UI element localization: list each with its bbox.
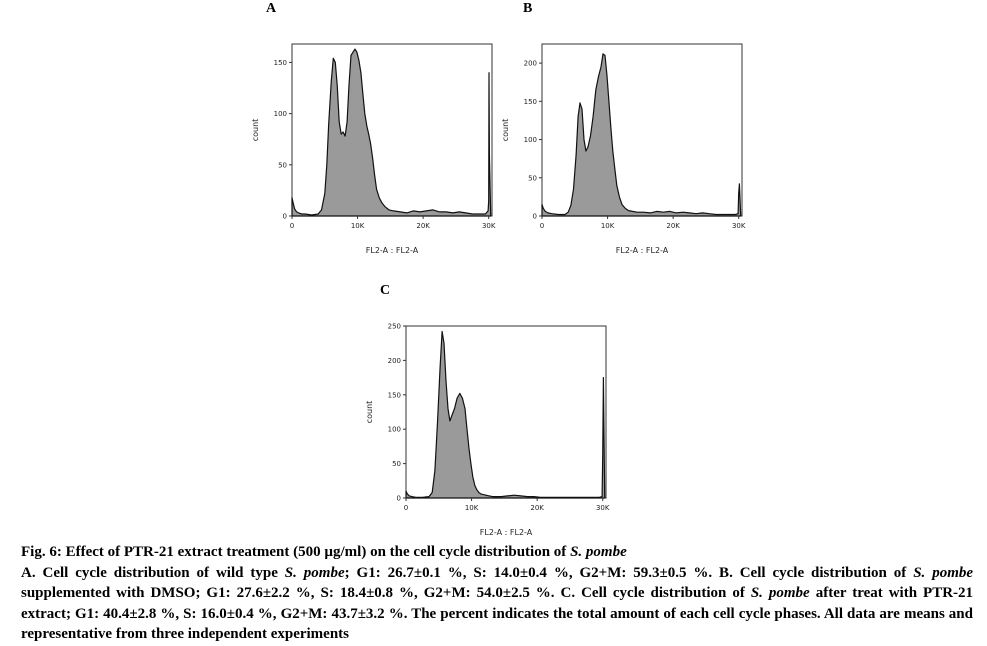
- panel-c-letter: C: [380, 283, 391, 298]
- histogram-area: [405, 330, 606, 499]
- caption-a-values: ; G1: 26.7±0.1 %, S: 14.0±0.4 %, G2+M: 5…: [344, 564, 907, 581]
- histogram-area: [541, 53, 742, 217]
- caption-title-line: Fig. 6: Effect of PTR-21 extract treatme…: [21, 542, 973, 563]
- y-tick-label: 250: [388, 323, 401, 331]
- y-tick-label: 50: [528, 174, 537, 182]
- figure-number: Fig. 6:: [21, 544, 62, 560]
- caption-c-species: S. pombe: [750, 585, 810, 602]
- y-tick-label: 0: [283, 213, 287, 221]
- panel-a-letter: A: [266, 1, 277, 16]
- x-tick-label: 30K: [732, 222, 746, 230]
- y-axis-title: count: [251, 119, 260, 142]
- y-tick-label: 100: [274, 110, 287, 118]
- y-tick-label: 150: [388, 391, 401, 399]
- caption-a-species: S. pombe: [284, 564, 345, 581]
- y-tick-label: 50: [278, 161, 287, 169]
- caption-a-lead: A. Cell cycle distribution of wild type: [21, 564, 278, 581]
- figure-title: Effect of PTR-21 extract treatment (500 …: [65, 544, 567, 560]
- caption-body: A. Cell cycle distribution of wild type …: [21, 563, 973, 645]
- figure-caption: Fig. 6: Effect of PTR-21 extract treatme…: [21, 542, 973, 645]
- panel-c: 0 10K 20K 30K 0 50 100 150 200 250 FL2-A : FL2-A co…: [354, 282, 614, 542]
- histogram-area: [291, 48, 492, 217]
- x-axis-title: FL2-A : FL2-A: [616, 246, 669, 255]
- y-tick-label: 0: [533, 213, 537, 221]
- y-axis-title: count: [501, 119, 510, 142]
- x-axis-title: FL2-A : FL2-A: [480, 528, 533, 537]
- y-tick-label: 150: [274, 59, 287, 67]
- y-tick-label: 200: [524, 60, 537, 68]
- plot-frame: [541, 43, 743, 217]
- x-tick-label: 0: [404, 504, 408, 512]
- panel-a-histogram: 0 10K 20K 30K 0 50 100 150 FL2-A : FL2-A count: [251, 43, 496, 255]
- x-tick-label: 0: [540, 222, 544, 230]
- panel-a: 0 10K 20K 30K 0 50 100 150 FL2-A : FL2-A count: [240, 0, 500, 260]
- caption-c-values: after treat with PTR-21 extract; G1: 40.…: [21, 585, 974, 643]
- caption-b-species: S. pombe: [913, 564, 974, 581]
- x-tick-label: 30K: [596, 504, 610, 512]
- y-tick-label: 100: [388, 426, 401, 434]
- x-tick-label: 20K: [530, 504, 544, 512]
- x-tick-label: 10K: [351, 222, 365, 230]
- x-tick-label: 10K: [465, 504, 479, 512]
- panel-b: 0 10K 20K 30K 0 50 100 150 200 FL2-A : FL2-A count: [490, 0, 750, 260]
- y-tick-label: 100: [524, 136, 537, 144]
- x-axis-title: FL2-A : FL2-A: [366, 246, 419, 255]
- caption-b-values: supplemented with DMSO; G1: 27.6±2.2 %, …: [21, 585, 745, 602]
- panel-b-letter: B: [523, 1, 533, 16]
- x-tick-label: 0: [290, 222, 294, 230]
- y-tick-label: 0: [397, 495, 401, 503]
- y-tick-label: 150: [524, 98, 537, 106]
- y-tick-label: 50: [392, 460, 401, 468]
- panel-c-histogram: 0 10K 20K 30K 0 50 100 150 200 250 FL2-A : FL2-A co…: [365, 323, 610, 538]
- x-tick-label: 20K: [666, 222, 680, 230]
- plot-frame: [291, 43, 493, 217]
- x-tick-label: 20K: [416, 222, 430, 230]
- x-tick-label: 30K: [482, 222, 496, 230]
- y-axis-title: count: [365, 401, 374, 424]
- y-tick-label: 200: [388, 357, 401, 365]
- x-tick-label: 10K: [601, 222, 615, 230]
- panel-b-histogram: 0 10K 20K 30K 0 50 100 150 200 FL2-A : FL2-A count: [501, 43, 746, 255]
- figure-title-species: S. pombe: [570, 544, 627, 560]
